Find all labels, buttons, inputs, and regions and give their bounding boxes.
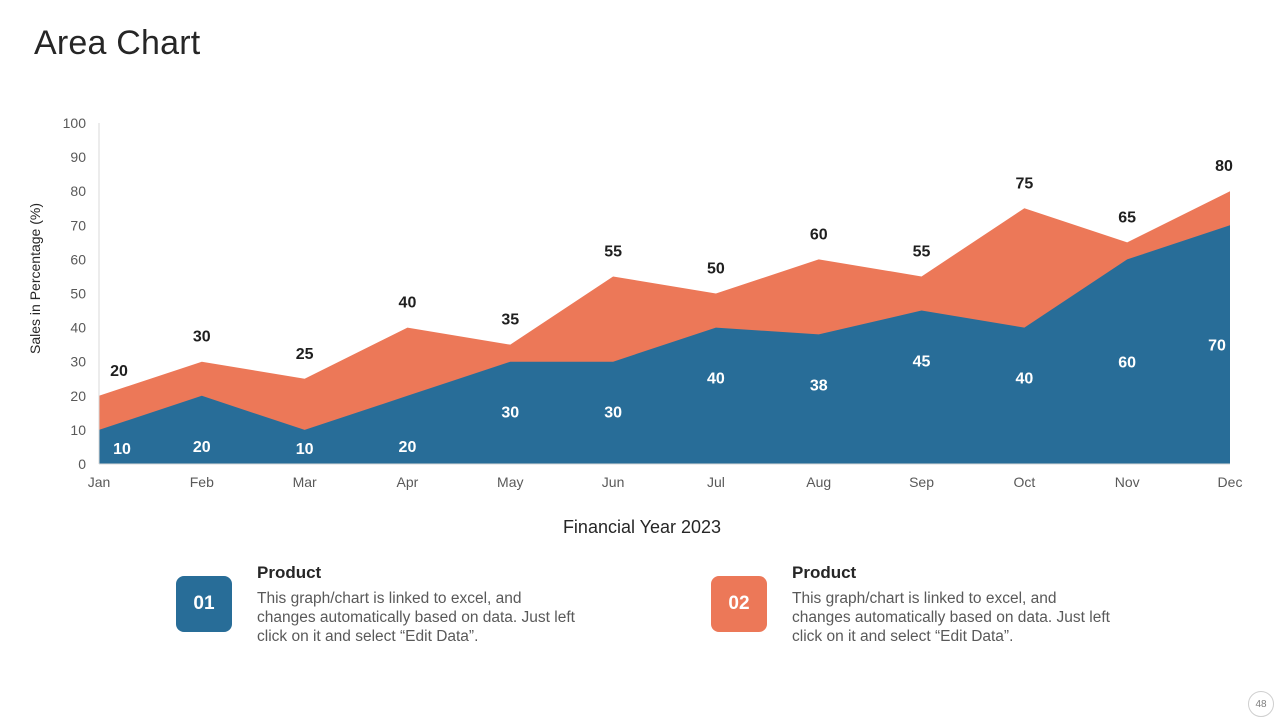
- legend-heading-01: Product: [257, 563, 322, 582]
- data-label-series-1: 70: [1208, 337, 1226, 354]
- data-label-series-2: 55: [604, 243, 622, 260]
- x-tick-label: Feb: [190, 474, 214, 490]
- data-label-series-2: 60: [810, 226, 828, 243]
- y-tick-label: 100: [63, 115, 87, 131]
- y-tick-label: 0: [78, 456, 86, 472]
- x-tick-label: May: [497, 474, 523, 490]
- data-label-series-1: 10: [296, 441, 314, 458]
- data-label-series-1: 30: [501, 405, 519, 422]
- x-tick-label: Sep: [909, 474, 934, 490]
- data-label-series-2: 50: [707, 261, 725, 278]
- x-tick-label: Jun: [602, 474, 625, 490]
- legend-heading-02: Product: [792, 563, 857, 582]
- data-label-series-2: 55: [913, 243, 931, 260]
- area-series-1: [99, 225, 1230, 464]
- slide-title: Area Chart: [34, 24, 201, 62]
- page-number: 48: [1248, 691, 1274, 717]
- x-tick-label: Jul: [707, 474, 725, 490]
- data-label-series-1: 38: [810, 377, 828, 394]
- data-label-series-2: 40: [399, 295, 417, 312]
- data-label-series-1: 60: [1118, 354, 1136, 371]
- legend-text-02: This graph/chart is linked to excel, and…: [792, 590, 1110, 645]
- data-label-series-1: 20: [193, 439, 211, 456]
- x-tick-label: Aug: [806, 474, 831, 490]
- data-label-series-2: 35: [501, 312, 519, 329]
- x-tick-label: Nov: [1115, 474, 1140, 490]
- data-label-series-1: 45: [913, 354, 931, 371]
- x-tick-label: Oct: [1013, 474, 1035, 490]
- data-label-series-2: 80: [1215, 158, 1233, 175]
- y-tick-label: 10: [70, 422, 86, 438]
- data-label-series-2: 30: [193, 329, 211, 346]
- data-label-series-2: 25: [296, 346, 314, 363]
- y-tick-label: 90: [70, 149, 86, 165]
- y-tick-label: 30: [70, 354, 86, 370]
- legend-badge-02: 02: [711, 576, 767, 632]
- data-label-series-1: 10: [113, 441, 131, 458]
- data-label-series-2: 65: [1118, 209, 1136, 226]
- data-label-series-2: 75: [1015, 175, 1033, 192]
- x-tick-label: Dec: [1218, 474, 1243, 490]
- x-tick-label: Mar: [293, 474, 317, 490]
- x-tick-label: Jan: [88, 474, 111, 490]
- y-tick-label: 20: [70, 388, 86, 404]
- data-label-series-1: 40: [707, 371, 725, 388]
- y-tick-label: 60: [70, 251, 86, 267]
- data-label-series-1: 40: [1015, 371, 1033, 388]
- y-tick-label: 40: [70, 320, 86, 336]
- x-tick-label: Apr: [397, 474, 419, 490]
- x-axis-title: Financial Year 2023: [563, 517, 721, 537]
- legend-badge-01: 01: [176, 576, 232, 632]
- y-tick-label: 70: [70, 217, 86, 233]
- data-label-series-1: 30: [604, 405, 622, 422]
- legend-text-01: This graph/chart is linked to excel, and…: [257, 590, 575, 645]
- y-tick-label: 50: [70, 286, 86, 302]
- y-axis-title: Sales in Percentage (%): [27, 203, 43, 354]
- data-label-series-1: 20: [399, 439, 417, 456]
- data-label-series-2: 20: [110, 363, 128, 380]
- y-tick-label: 80: [70, 183, 86, 199]
- area-chart: 0 10 20 30 40 50 60 70 80 90 100 Jan Feb Mar Apr May Jun…: [27, 115, 1243, 537]
